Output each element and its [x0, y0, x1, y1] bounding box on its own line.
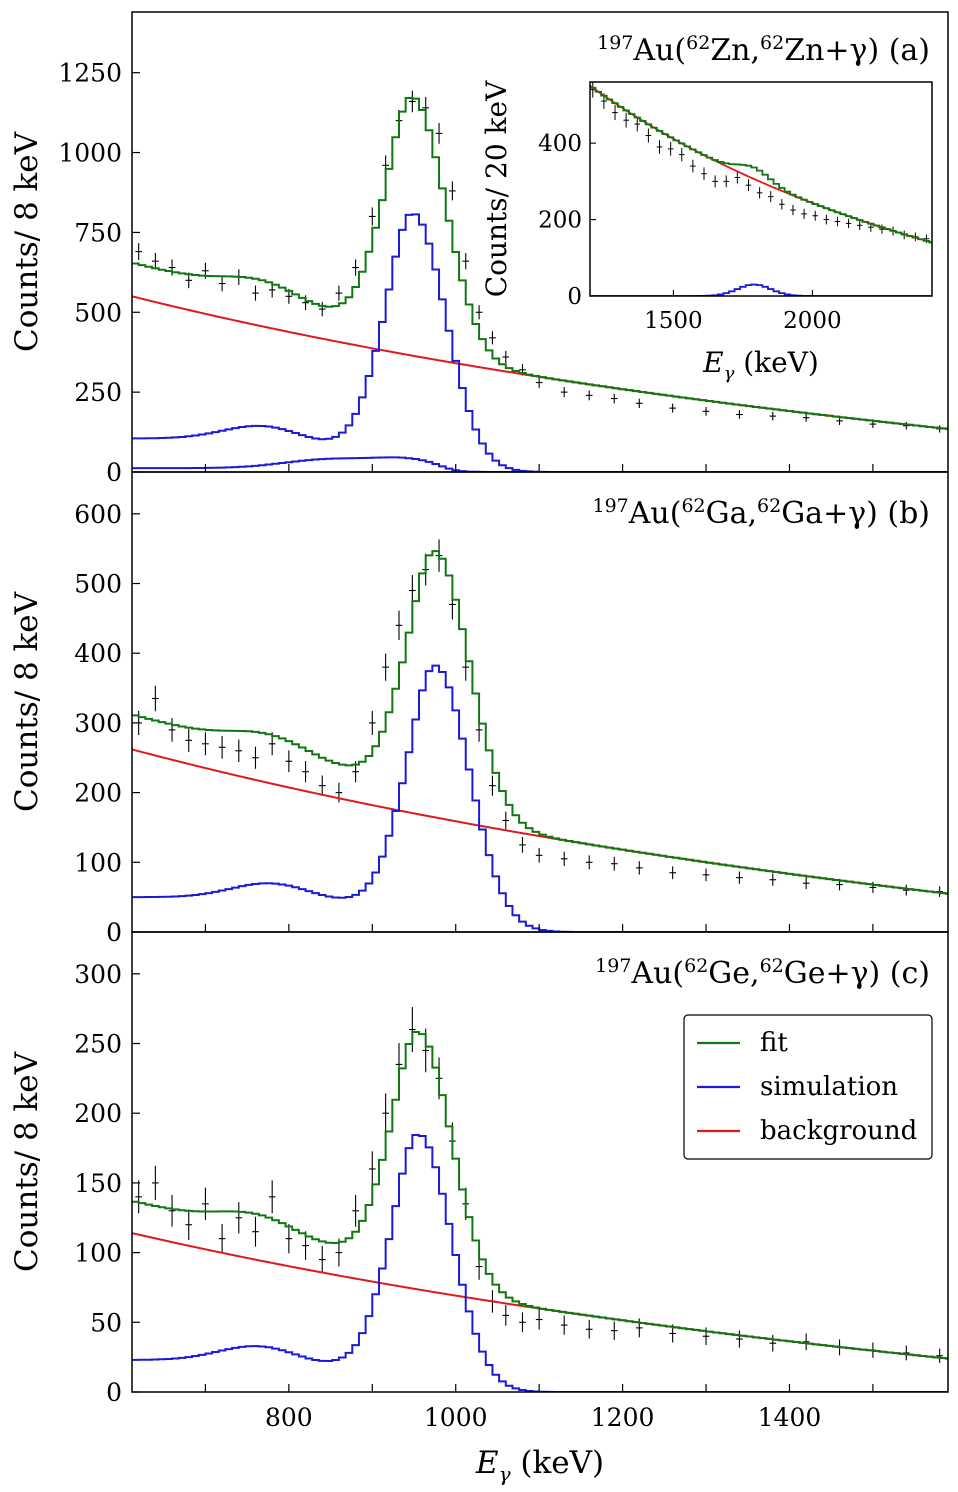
y-tick-label: 200	[74, 1099, 122, 1128]
y-tick-label: 250	[74, 1030, 122, 1059]
y-tick-label: 0	[106, 458, 122, 487]
panel-b-axes: 0 100 200 300 400 500 600	[74, 500, 874, 947]
panel-c-ylabel: Counts/ 8 keV	[9, 1051, 45, 1272]
inset-simulation-line	[590, 283, 932, 296]
y-tick-label: 300	[74, 709, 122, 738]
y-tick-label: 500	[74, 298, 122, 327]
panel-a-fit-line	[132, 96, 948, 431]
panel-c-axes: 0 50 100 150 200 250 300 800 1000 1200 1400	[74, 960, 874, 1432]
inset-y-tick-label: 0	[567, 284, 582, 310]
x-tick-label: 800	[265, 1403, 313, 1432]
y-tick-label: 750	[74, 218, 122, 247]
inset-xlabel: Eγ (keV)	[702, 346, 819, 384]
panel-c: 0 50 100 150 200 250 300 800 1000 1200 1400 197Au(…	[9, 931, 949, 1432]
panel-b: 0 100 200 300 400 500 600 197Au(62Ga,62Ga+γ) (…	[9, 471, 949, 947]
y-tick-label: 100	[74, 1239, 122, 1268]
inset-x-tick-label: 1500	[644, 308, 703, 334]
y-tick-label: 0	[106, 918, 122, 947]
panel-b-title: 197Au(62Ga,62Ga+γ) (b)	[592, 495, 930, 531]
y-tick-label: 50	[90, 1308, 122, 1337]
y-tick-label: 1250	[58, 59, 122, 88]
y-tick-label: 300	[74, 960, 122, 989]
inset-panel: 0 200 400 1500 2000 Counts/ 20 keV Eγ (keV)	[480, 80, 933, 384]
y-tick-label: 200	[74, 779, 122, 808]
panel-c-fit-line	[132, 1030, 948, 1360]
panel-c-frame	[131, 931, 949, 1393]
inset-ylabel: Counts/ 20 keV	[480, 80, 513, 297]
inset-background	[590, 82, 932, 296]
panel-a-plot	[132, 90, 948, 472]
inset-y-tick-label: 400	[538, 131, 582, 157]
inset-fit-line	[590, 86, 932, 244]
inset-x-tick-label: 2000	[783, 308, 842, 334]
y-tick-label: 0	[106, 1378, 122, 1407]
y-tick-label: 1000	[58, 139, 122, 168]
panel-a-simulation2-line	[132, 456, 948, 472]
panel-a-simulation-line	[132, 213, 948, 472]
y-tick-label: 400	[74, 639, 122, 668]
legend-background-label: background	[760, 1116, 917, 1146]
panel-b-ylabel: Counts/ 8 keV	[9, 591, 45, 812]
y-tick-label: 250	[74, 378, 122, 407]
panel-b-simulation-line	[132, 664, 948, 932]
panel-a-axes: 0 250 500 750 1000 1250	[58, 59, 874, 487]
x-axis-label: Eγ (keV)	[475, 1445, 604, 1486]
panel-a-ylabel: Counts/ 8 keV	[9, 131, 45, 352]
panel-c-title: 197Au(62Ge,62Ge+γ) (c)	[595, 955, 930, 991]
y-tick-label: 600	[74, 500, 122, 529]
x-tick-label: 1200	[591, 1403, 655, 1432]
panel-c-series	[132, 1007, 948, 1392]
panel-b-plot	[132, 539, 948, 932]
inset-plot	[590, 82, 932, 296]
x-tick-label: 1000	[424, 1403, 488, 1432]
y-tick-label: 500	[74, 570, 122, 599]
panel-c-simulation-line	[132, 1133, 948, 1392]
panel-a-title: 197Au(62Zn,62Zn+γ) (a)	[597, 32, 930, 68]
panel-c-plot	[132, 1007, 948, 1392]
inset-series	[590, 82, 932, 296]
y-tick-label: 100	[74, 848, 122, 877]
x-tick-label: 1400	[758, 1403, 822, 1432]
panel-c-data-points	[135, 1007, 943, 1363]
legend: fit simulation background	[683, 1014, 933, 1160]
legend-fit-label: fit	[760, 1028, 788, 1058]
panel-a-series	[132, 90, 948, 472]
legend-simulation-label: simulation	[760, 1072, 898, 1102]
inset-y-tick-label: 200	[538, 208, 582, 234]
legend-box	[683, 1014, 933, 1160]
inset-frame	[589, 81, 933, 297]
inset-axes: 0 200 400 1500 2000	[538, 131, 842, 334]
y-tick-label: 150	[74, 1169, 122, 1198]
panel-b-fit-line	[132, 550, 948, 895]
panel-b-series	[132, 539, 948, 932]
